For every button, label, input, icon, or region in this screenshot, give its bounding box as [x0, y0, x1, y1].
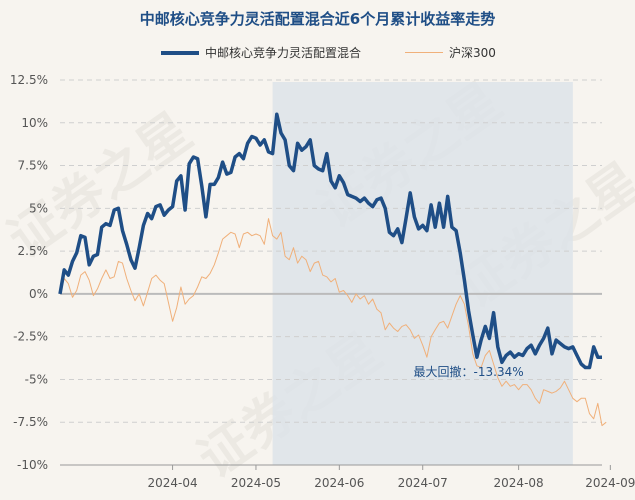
series-line-fund [58, 112, 602, 370]
x-tick-label: 2024-07 [398, 476, 448, 490]
y-tick-label: 10% [21, 116, 48, 130]
y-tick-label: -7.5% [13, 415, 48, 429]
y-tick-label: 0% [29, 287, 48, 301]
x-tick-label: 2024-08 [494, 476, 544, 490]
y-tick-label: -10% [17, 458, 48, 472]
max-drawdown-annotation: 最大回撤：-13.34% [414, 364, 524, 379]
y-tick-label: 12.5% [10, 73, 48, 87]
x-tick-label: 2024-06 [314, 476, 364, 490]
drawdown-shade [272, 82, 573, 465]
legend: 中邮核心竞争力灵活配置混合 沪深300 [0, 44, 635, 60]
legend-swatch-fund [161, 50, 199, 55]
series-line-index [59, 218, 607, 427]
legend-label-index: 沪深300 [449, 46, 496, 60]
legend-item-index[interactable]: 沪深300 [405, 44, 496, 61]
y-tick-label: -5% [25, 372, 48, 386]
y-tick-label: 7.5% [18, 159, 49, 173]
x-tick-label: 2024-05 [231, 476, 281, 490]
legend-swatch-index [405, 52, 443, 53]
chart-title: 中邮核心竞争力灵活配置混合近6个月累计收益率走势 [139, 10, 496, 28]
x-tick-label: 2024-04 [147, 476, 197, 490]
x-tick-label: 2024-09 [585, 476, 635, 490]
y-tick-label: -2.5% [13, 330, 48, 344]
legend-label-fund: 中邮核心竞争力灵活配置混合 [205, 46, 362, 60]
y-tick-label: 5% [29, 201, 48, 215]
y-tick-label: 2.5% [18, 244, 49, 258]
legend-item-fund[interactable]: 中邮核心竞争力灵活配置混合 [161, 44, 361, 61]
